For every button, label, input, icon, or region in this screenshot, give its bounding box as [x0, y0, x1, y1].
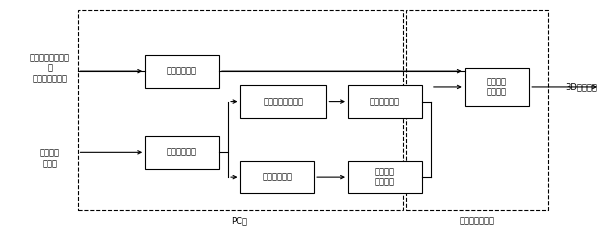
Bar — [78, 10, 403, 210]
Bar — [145, 55, 219, 87]
Text: 人眼疲劳检测: 人眼疲劳检测 — [262, 173, 292, 182]
Text: 左右视图
显示调整: 左右视图 显示调整 — [487, 77, 507, 97]
Bar — [240, 85, 326, 118]
Text: 人眼视区调整: 人眼视区调整 — [370, 97, 400, 106]
Text: 左右视图立体片源
或
双光路相机输入: 左右视图立体片源 或 双光路相机输入 — [30, 53, 70, 83]
Text: 人眼图像分析: 人眼图像分析 — [167, 148, 197, 157]
Bar — [240, 161, 314, 193]
Bar — [348, 161, 422, 193]
Text: PC端: PC端 — [231, 216, 247, 225]
Text: 狭缝光栅显示器: 狭缝光栅显示器 — [460, 216, 495, 225]
Bar — [145, 136, 219, 169]
Text: 疲劳状态
信息叠加: 疲劳状态 信息叠加 — [375, 168, 395, 187]
Text: 人眼空间位置反馈: 人眼空间位置反馈 — [264, 97, 304, 106]
Bar — [348, 85, 422, 118]
Text: 立体图像显示: 立体图像显示 — [167, 67, 197, 76]
Bar — [407, 10, 548, 210]
Text: 红外双目
摄像机: 红外双目 摄像机 — [40, 149, 60, 168]
Bar — [464, 68, 529, 106]
Text: 3D视频输出: 3D视频输出 — [565, 82, 598, 91]
